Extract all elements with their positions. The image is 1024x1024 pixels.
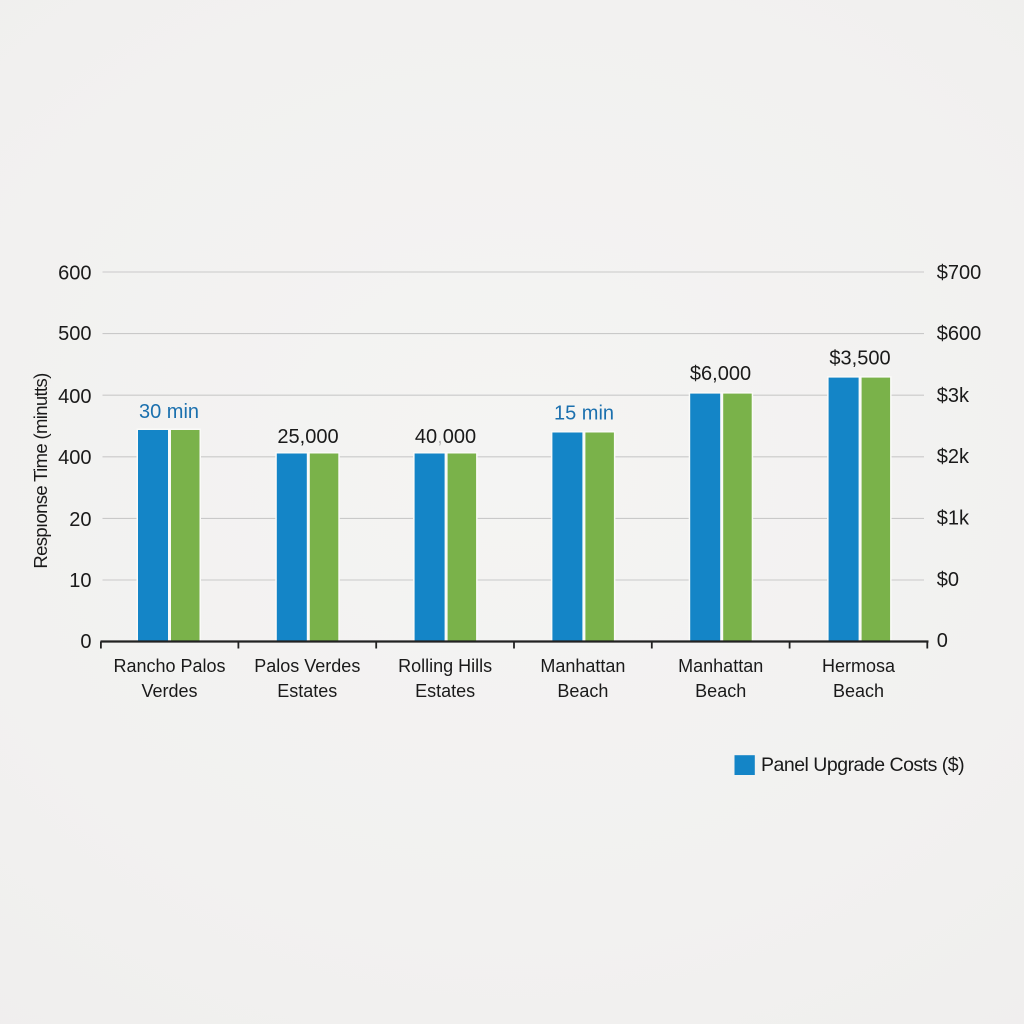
svg-text:$1k: $1k [937, 508, 970, 530]
svg-text:Hermosa: Hermosa [822, 656, 896, 676]
svg-text:$600: $600 [937, 323, 982, 345]
svg-text:$3k: $3k [937, 385, 970, 407]
svg-text:400: 400 [58, 447, 91, 469]
svg-text:Estates: Estates [415, 681, 475, 701]
svg-text:0: 0 [80, 631, 91, 653]
svg-text:$0: $0 [937, 569, 959, 591]
svg-text:Manhattan: Manhattan [678, 656, 763, 676]
svg-text:0: 0 [937, 630, 948, 652]
svg-text:Rolling Hills: Rolling Hills [398, 656, 492, 676]
svg-text:Rancho Palos: Rancho Palos [113, 656, 225, 676]
svg-text:500: 500 [58, 323, 91, 345]
svg-text:$2k: $2k [937, 446, 970, 468]
svg-text:Panel Upgrade Costs ($): Panel Upgrade Costs ($) [761, 754, 964, 776]
svg-text:40,000: 40,000 [415, 426, 476, 448]
svg-text:Palos Verdes: Palos Verdes [254, 656, 360, 676]
svg-text:Estates: Estates [277, 681, 337, 701]
svg-text:30 min: 30 min [139, 401, 199, 423]
svg-text:20: 20 [69, 509, 91, 531]
svg-text:400: 400 [58, 386, 91, 408]
svg-text:Beach: Beach [833, 681, 884, 701]
svg-text:15 min: 15 min [554, 403, 614, 425]
svg-text:Beach: Beach [695, 681, 746, 701]
svg-text:Manhattan: Manhattan [540, 656, 625, 676]
svg-text:600: 600 [58, 262, 91, 284]
svg-text:Beach: Beach [557, 681, 608, 701]
svg-text:$700: $700 [937, 262, 982, 284]
svg-text:$6,000: $6,000 [690, 363, 751, 385]
svg-text:Respıonse Time (minutts): Respıonse Time (minutts) [30, 373, 51, 569]
svg-text:$3,500: $3,500 [829, 348, 890, 370]
svg-text:25,000: 25,000 [277, 426, 338, 448]
svg-text:Verdes: Verdes [141, 681, 197, 701]
svg-text:10: 10 [69, 570, 91, 592]
